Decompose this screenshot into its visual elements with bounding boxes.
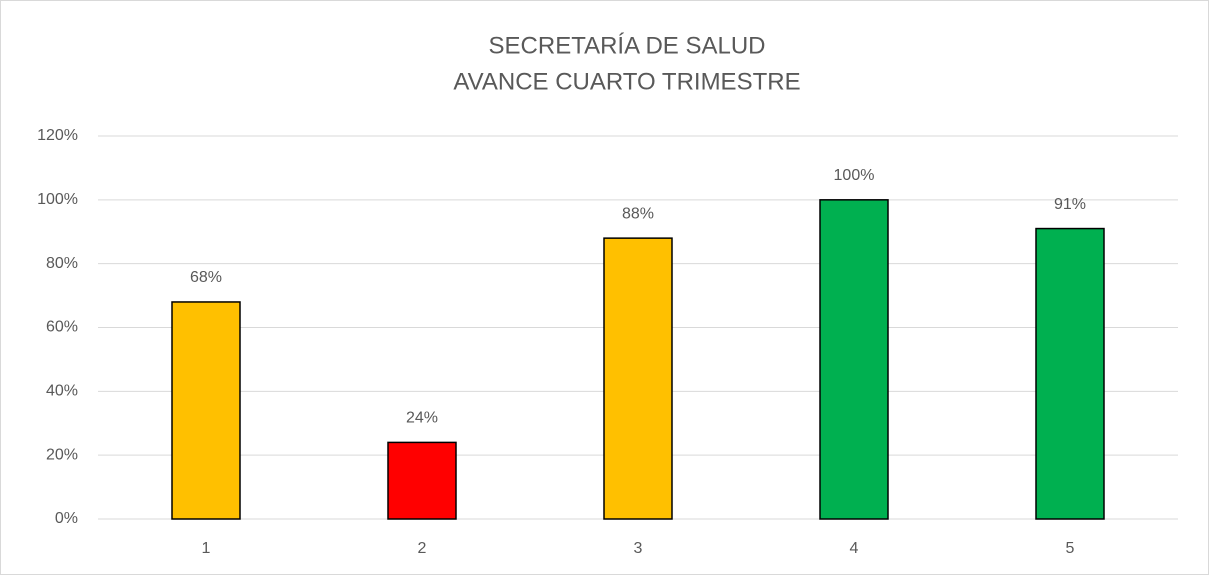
bar [819, 199, 889, 520]
x-tick-label: 4 [850, 540, 859, 557]
y-tick-label: 40% [46, 383, 78, 400]
data-label: 24% [406, 410, 438, 427]
data-label: 88% [622, 205, 654, 222]
x-tick-label: 2 [418, 540, 427, 557]
x-tick-label: 1 [202, 540, 211, 557]
x-tick-label: 5 [1066, 540, 1075, 557]
y-tick-label: 0% [55, 510, 78, 527]
y-tick-label: 60% [46, 319, 78, 336]
y-tick-label: 120% [37, 127, 78, 144]
bar [387, 441, 457, 520]
data-label: 100% [834, 167, 875, 184]
y-tick-label: 20% [46, 446, 78, 463]
y-tick-label: 100% [37, 191, 78, 208]
y-tick-label: 80% [46, 255, 78, 272]
chart-title: AVANCE CUARTO TRIMESTRE [453, 68, 800, 95]
bar [1035, 227, 1105, 520]
chart-title: SECRETARÍA DE SALUD [489, 32, 766, 59]
data-label: 91% [1054, 196, 1086, 213]
bar [603, 237, 673, 520]
x-tick-label: 3 [634, 540, 643, 557]
bar [171, 301, 241, 520]
data-label: 68% [190, 269, 222, 286]
